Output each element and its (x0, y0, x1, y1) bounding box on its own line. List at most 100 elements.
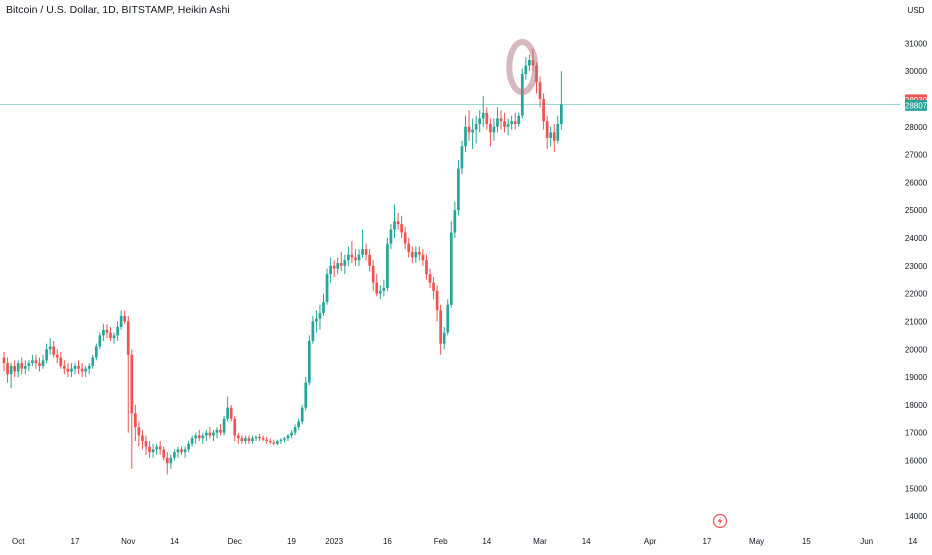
overlay-layer (0, 39, 900, 529)
candle (396, 212, 400, 230)
candle (87, 363, 91, 375)
candle-body (457, 168, 460, 211)
candle-body (63, 365, 66, 369)
candle-body (474, 124, 478, 130)
candle-body (45, 349, 48, 361)
candle (279, 438, 283, 444)
candle-body (371, 265, 375, 283)
candle (322, 293, 325, 316)
candle-body (240, 438, 244, 442)
candle (407, 238, 411, 258)
candle (283, 436, 286, 443)
candle (410, 246, 414, 264)
candle (435, 285, 439, 322)
currency-label: USD (908, 6, 925, 15)
candle (315, 310, 318, 333)
candle (215, 427, 219, 439)
candle-body (336, 263, 340, 269)
lightning-icon-bolt (717, 517, 723, 525)
candle (446, 299, 450, 336)
candle-body (130, 354, 134, 414)
y-tick-label: 23000 (905, 262, 928, 271)
candle-body (400, 224, 403, 233)
candle (102, 324, 105, 341)
candle-body (389, 229, 393, 244)
y-tick-label: 14000 (905, 512, 928, 521)
candle (350, 240, 354, 264)
candle (236, 432, 240, 444)
candle-body (251, 438, 254, 442)
candle-body (84, 368, 87, 372)
y-tick-label: 27000 (905, 151, 928, 160)
candle (116, 321, 119, 341)
candle-body (233, 418, 237, 436)
candle-body (386, 243, 389, 289)
candle (41, 354, 45, 369)
candle-body (208, 432, 212, 436)
candle-body (414, 251, 418, 258)
y-tick-label: 24000 (905, 234, 928, 243)
candle (194, 432, 198, 444)
candle (272, 439, 276, 446)
candle (38, 357, 41, 372)
x-tick-label: 14 (482, 537, 491, 546)
candle (464, 115, 467, 152)
candle (300, 404, 304, 425)
candle (506, 118, 510, 136)
x-tick-label: 17 (702, 537, 711, 546)
candle (549, 126, 553, 147)
candle (481, 96, 485, 127)
candle (244, 435, 247, 444)
lightning-icon[interactable] (712, 513, 728, 529)
x-tick-label: Apr (644, 537, 657, 546)
candle (496, 107, 499, 133)
candle-body (261, 438, 265, 440)
candle-body (169, 457, 173, 464)
candle (165, 452, 169, 475)
candle (524, 57, 528, 80)
candle-body (258, 436, 261, 439)
x-tick-label: 2023 (325, 537, 343, 546)
candle-body (38, 363, 41, 366)
candle-body (368, 254, 371, 266)
candle (13, 360, 16, 378)
candle-body (91, 357, 95, 366)
price-axis[interactable]: USD 14000 15000 16000 17000 18000 19000 20000 21… (905, 6, 928, 521)
candle-body (332, 265, 336, 269)
time-axis[interactable]: Oct 17 Nov 14 Dec 19 2023 16 Feb 14 Mar 14 Apr 17 May 1… (12, 537, 918, 546)
candle (517, 112, 521, 127)
candle-body (297, 421, 300, 428)
candle-body (9, 365, 13, 375)
candle-body (290, 432, 293, 436)
candle-body (212, 432, 215, 436)
y-tick-label: 28000 (905, 123, 928, 132)
candle-body (293, 427, 297, 433)
candle-body (48, 346, 52, 350)
candle-body (329, 265, 332, 275)
candle-body (489, 124, 492, 133)
candle (297, 418, 300, 430)
candle (137, 421, 141, 447)
candle (212, 429, 215, 442)
y-tick-label: 19000 (905, 373, 928, 382)
candle-body (165, 457, 169, 464)
candle (513, 112, 517, 130)
candle-body (481, 112, 485, 119)
candle-body (197, 435, 201, 439)
candle-body (354, 257, 357, 261)
candle (80, 363, 84, 378)
candle-body (151, 449, 155, 453)
candle (538, 76, 542, 108)
candle-body (254, 436, 258, 439)
candle (503, 112, 506, 133)
candle-body (428, 274, 432, 283)
candle-body (425, 260, 428, 275)
candle-body (190, 438, 194, 444)
candle (528, 54, 531, 72)
candle (478, 110, 482, 133)
candle (91, 354, 95, 369)
candle-body (41, 360, 45, 366)
candle-body (318, 313, 322, 319)
